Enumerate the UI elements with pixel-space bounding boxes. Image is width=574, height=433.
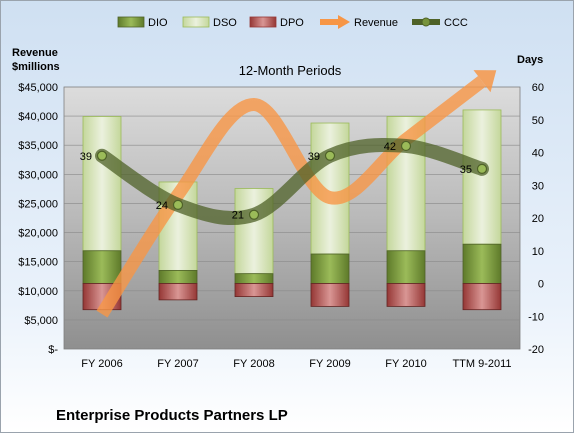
ccc-series: 39 24 21 39 42 35 xyxy=(80,137,489,225)
bar-dpo xyxy=(386,283,426,307)
y-left-title-line1: Revenue xyxy=(12,47,58,59)
bar-dio xyxy=(462,243,502,284)
y-left-axis: $- $5,000 $10,000 $15,000 $20,000 $25,000 $30,… xyxy=(18,82,58,356)
ccc-data-label: 39 xyxy=(80,151,92,163)
bar-dpo xyxy=(462,283,502,311)
y-right-tick-label: 50 xyxy=(532,115,544,127)
y-right-tick-label: 10 xyxy=(532,246,544,258)
y-left-tick-label: $10,000 xyxy=(18,286,58,298)
legend-swatch-dso xyxy=(182,16,210,28)
y-right-tick-label: -10 xyxy=(528,311,544,323)
bar-dso xyxy=(462,109,502,245)
x-tick-label: FY 2007 xyxy=(157,358,198,370)
y-right-tick-label: 0 xyxy=(538,279,544,291)
legend-label-dio: DIO xyxy=(148,17,168,29)
ccc-data-label: 24 xyxy=(156,200,168,212)
y-left-tick-label: $35,000 xyxy=(18,140,58,152)
legend: DIO DSO DPO Revenue CCC xyxy=(117,15,468,29)
ccc-point xyxy=(248,209,260,220)
ccc-point xyxy=(96,150,108,161)
ccc-data-label: 42 xyxy=(384,141,396,153)
y-right-title: Days xyxy=(517,54,543,66)
x-tick-label: FY 2008 xyxy=(233,358,274,370)
bars xyxy=(82,109,502,311)
y-left-tick-label: $25,000 xyxy=(18,198,58,210)
y-right-tick-label: 30 xyxy=(532,180,544,192)
ccc-point xyxy=(172,199,184,210)
ccc-data-label: 39 xyxy=(308,151,320,163)
ccc-point xyxy=(400,140,412,152)
bar-dpo xyxy=(234,283,274,298)
legend-swatch-ccc xyxy=(412,17,440,27)
x-tick-label: TTM 9-2011 xyxy=(452,358,511,370)
revenue-arrowhead xyxy=(473,70,497,93)
company-name: Enterprise Products Partners LP xyxy=(56,407,288,424)
x-tick-label: FY 2010 xyxy=(385,358,426,370)
y-left-tick-label: $- xyxy=(48,344,58,356)
legend-label-dso: DSO xyxy=(213,17,237,29)
y-left-tick-label: $15,000 xyxy=(18,257,58,269)
y-left-tick-label: $5,000 xyxy=(24,315,58,327)
chart-title: 12-Month Periods xyxy=(239,63,342,78)
x-tick-label: FY 2006 xyxy=(81,358,122,370)
y-left-tick-label: $30,000 xyxy=(18,169,58,181)
y-right-tick-label: 60 xyxy=(532,82,544,94)
legend-label-dpo: DPO xyxy=(280,17,304,29)
ccc-data-label: 35 xyxy=(460,164,472,176)
y-left-tick-label: $20,000 xyxy=(18,228,58,240)
y-right-tick-label: 40 xyxy=(532,148,544,160)
y-left-tick-label: $45,000 xyxy=(18,82,58,94)
bar-dpo xyxy=(158,283,198,301)
legend-swatch-revenue xyxy=(320,15,350,29)
bar-dio xyxy=(158,269,198,284)
y-left-tick-label: $40,000 xyxy=(18,111,58,123)
bar-dpo xyxy=(310,283,350,307)
bar-dso xyxy=(82,116,122,252)
ccc-point xyxy=(476,163,488,174)
ccc-data-label: 21 xyxy=(232,210,244,222)
y-left-title-line2: $millions xyxy=(12,61,60,73)
legend-swatch-dpo xyxy=(249,16,277,28)
legend-label-ccc: CCC xyxy=(444,17,468,29)
x-axis: FY 2006 FY 2007 FY 2008 FY 2009 FY 2010 TTM 9… xyxy=(81,358,511,370)
ccc-point xyxy=(324,150,336,161)
plot-area xyxy=(63,86,521,350)
legend-swatch-dio xyxy=(117,16,145,28)
bar-dio xyxy=(386,250,426,284)
y-right-axis: -20 -10 0 10 20 30 40 50 60 xyxy=(528,82,544,356)
bar-dio xyxy=(82,250,122,284)
y-right-tick-label: -20 xyxy=(528,344,544,356)
legend-label-revenue: Revenue xyxy=(354,17,398,29)
bar-dio xyxy=(234,273,274,284)
bar-dio xyxy=(310,253,350,284)
y-right-tick-label: 20 xyxy=(532,213,544,225)
x-tick-label: FY 2009 xyxy=(309,358,350,370)
